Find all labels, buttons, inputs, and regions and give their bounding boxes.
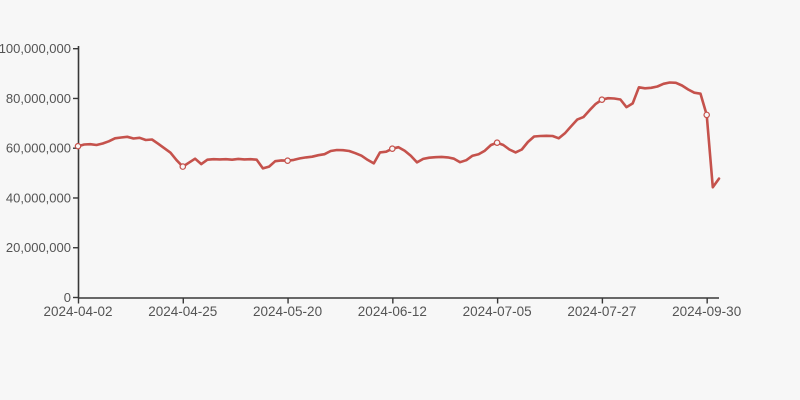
data-point-marker[interactable] (284, 157, 291, 165)
series-line[interactable] (76, 81, 721, 189)
x-axis-label: 2024-07-27 (567, 304, 636, 319)
y-axis-label: 40,000,000 (6, 190, 71, 205)
y-axis-label: 60,000,000 (6, 141, 71, 156)
data-point-marker[interactable] (493, 139, 501, 147)
x-axis-label: 2024-04-02 (43, 304, 112, 319)
data-point-marker[interactable] (388, 145, 396, 153)
data-point-marker[interactable] (74, 142, 82, 150)
y-axis-label: 100,000,000 (0, 41, 71, 56)
data-point-marker[interactable] (703, 111, 711, 119)
x-axis-label: 2024-06-12 (358, 304, 427, 319)
x-axis-label: 2024-09-30 (672, 304, 741, 319)
y-axis-label: 80,000,000 (6, 91, 71, 106)
data-point-marker[interactable] (598, 96, 606, 104)
y-axis-label: 20,000,000 (6, 240, 71, 255)
x-axis-label: 2024-05-20 (253, 304, 322, 319)
x-axis-label: 2024-04-25 (148, 304, 217, 319)
x-axis-label: 2024-07-05 (463, 304, 532, 319)
data-point-marker[interactable] (179, 163, 187, 170)
y-axis-label: 0 (64, 290, 71, 305)
